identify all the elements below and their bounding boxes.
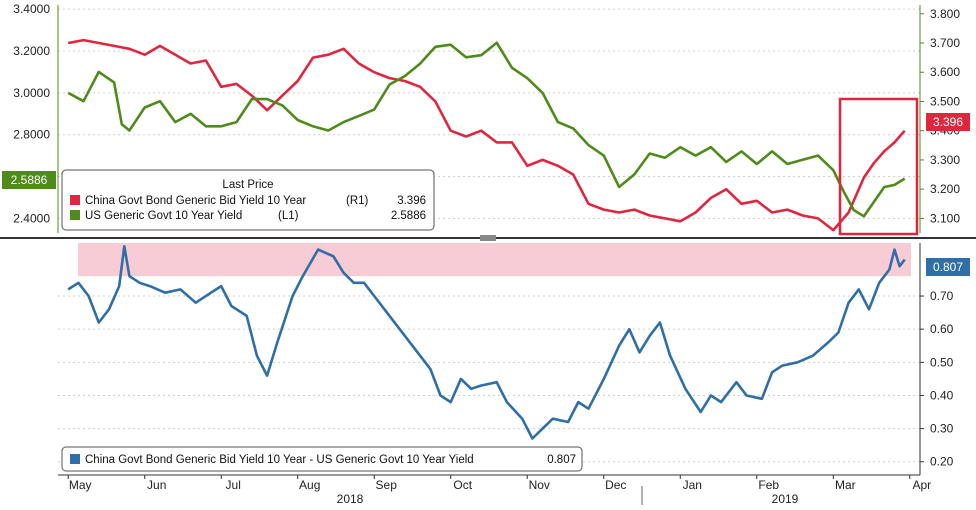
month-label: Sep bbox=[376, 478, 398, 492]
month-label: May bbox=[69, 478, 92, 492]
month-label: Jan bbox=[683, 478, 702, 492]
panel-resize-handle[interactable] bbox=[480, 235, 496, 241]
us-yield-line bbox=[67, 41, 906, 218]
lower-right-axis-ticks: 0.70 0.60 0.50 0.40 0.30 0.20 bbox=[919, 243, 954, 475]
year-label-2018: 2018 bbox=[337, 492, 364, 506]
left-tick-label: 3.4000 bbox=[13, 2, 50, 16]
left-current-tag: 2.5886 bbox=[2, 171, 56, 189]
lower-legend: China Govt Bond Generic Bid Yield 10 Yea… bbox=[61, 446, 583, 472]
left-current-tag-text: 2.5886 bbox=[11, 173, 48, 187]
month-label: Mar bbox=[835, 478, 856, 492]
lower-tick-label: 0.60 bbox=[930, 322, 954, 336]
lower-tick-label: 0.20 bbox=[930, 455, 954, 469]
legend-swatch-spread bbox=[70, 454, 80, 464]
legend-swatch-china bbox=[70, 195, 80, 205]
legend-axis-us: (L1) bbox=[278, 210, 299, 222]
lower-series-line bbox=[67, 245, 906, 440]
month-label: Oct bbox=[453, 478, 472, 492]
right-tick-label: 3.600 bbox=[930, 65, 960, 79]
month-label: Aug bbox=[299, 478, 320, 492]
lower-highlight-band bbox=[78, 243, 911, 277]
highlight-box bbox=[838, 97, 919, 236]
lower-tick-label: 0.30 bbox=[930, 422, 954, 436]
upper-series-lines bbox=[67, 38, 906, 232]
left-tick-label: 2.4000 bbox=[13, 211, 50, 225]
month-label: Jun bbox=[147, 478, 166, 492]
year-label-2019: 2019 bbox=[772, 492, 799, 506]
lower-panel: 0.70 0.60 0.50 0.40 0.30 0.20 bbox=[58, 243, 954, 475]
right-current-tag: 3.396 bbox=[926, 113, 970, 131]
lower-current-tag-bg bbox=[926, 258, 970, 276]
right-tick-label: 3.700 bbox=[930, 36, 960, 50]
right-current-tag-text: 3.396 bbox=[933, 115, 963, 129]
lower-tick-label: 0.70 bbox=[930, 289, 954, 303]
right-tick-label: 3.500 bbox=[930, 94, 960, 108]
month-label: Nov bbox=[529, 478, 550, 492]
lower-current-tag-text: 0.807 bbox=[933, 260, 963, 274]
month-label: Dec bbox=[605, 478, 626, 492]
legend-value-spread: 0.807 bbox=[547, 454, 576, 466]
spread-line bbox=[67, 245, 906, 440]
upper-legend-box bbox=[61, 169, 435, 231]
left-tick-label: 2.8000 bbox=[13, 128, 50, 142]
legend-value-us: 2.5886 bbox=[391, 210, 426, 222]
upper-grid bbox=[58, 8, 920, 219]
left-tick-label: 3.2000 bbox=[13, 44, 50, 58]
legend-axis-china: (R1) bbox=[346, 195, 369, 207]
legend-header: Last Price bbox=[222, 179, 273, 191]
legend-swatch-us bbox=[70, 210, 80, 220]
lower-grid bbox=[58, 295, 920, 463]
month-label: Apr bbox=[912, 478, 931, 492]
lower-tick-label: 0.40 bbox=[930, 388, 954, 402]
right-tick-label: 3.200 bbox=[930, 182, 960, 196]
lower-tick-label: 0.50 bbox=[930, 355, 954, 369]
right-tick-label: 3.300 bbox=[930, 153, 960, 167]
china-yield-line bbox=[67, 38, 906, 232]
lower-current-tag: 0.807 bbox=[926, 258, 970, 276]
left-tick-label: 3.0000 bbox=[13, 86, 50, 100]
upper-legend: Last Price China Govt Bond Generic Bid Y… bbox=[61, 169, 435, 231]
x-axis-ticks: May Jun Jul Aug Sep Oct Nov Dec Jan Feb Mar Apr bbox=[67, 475, 931, 492]
legend-label-china: China Govt Bond Generic Bid Yield 10 Yea… bbox=[85, 195, 306, 207]
legend-value-china: 3.396 bbox=[397, 195, 426, 207]
right-tick-label: 3.800 bbox=[930, 7, 960, 21]
legend-label-spread: China Govt Bond Generic Bid Yield 10 Yea… bbox=[85, 454, 474, 466]
month-label: Feb bbox=[758, 478, 779, 492]
right-tick-label: 3.100 bbox=[930, 211, 960, 225]
legend-label-us: US Generic Govt 10 Year Yield bbox=[85, 210, 242, 222]
left-current-tag-bg bbox=[2, 171, 56, 189]
right-current-tag-bg bbox=[926, 113, 970, 131]
month-label: Jul bbox=[226, 478, 241, 492]
lower-legend-box bbox=[61, 446, 583, 472]
